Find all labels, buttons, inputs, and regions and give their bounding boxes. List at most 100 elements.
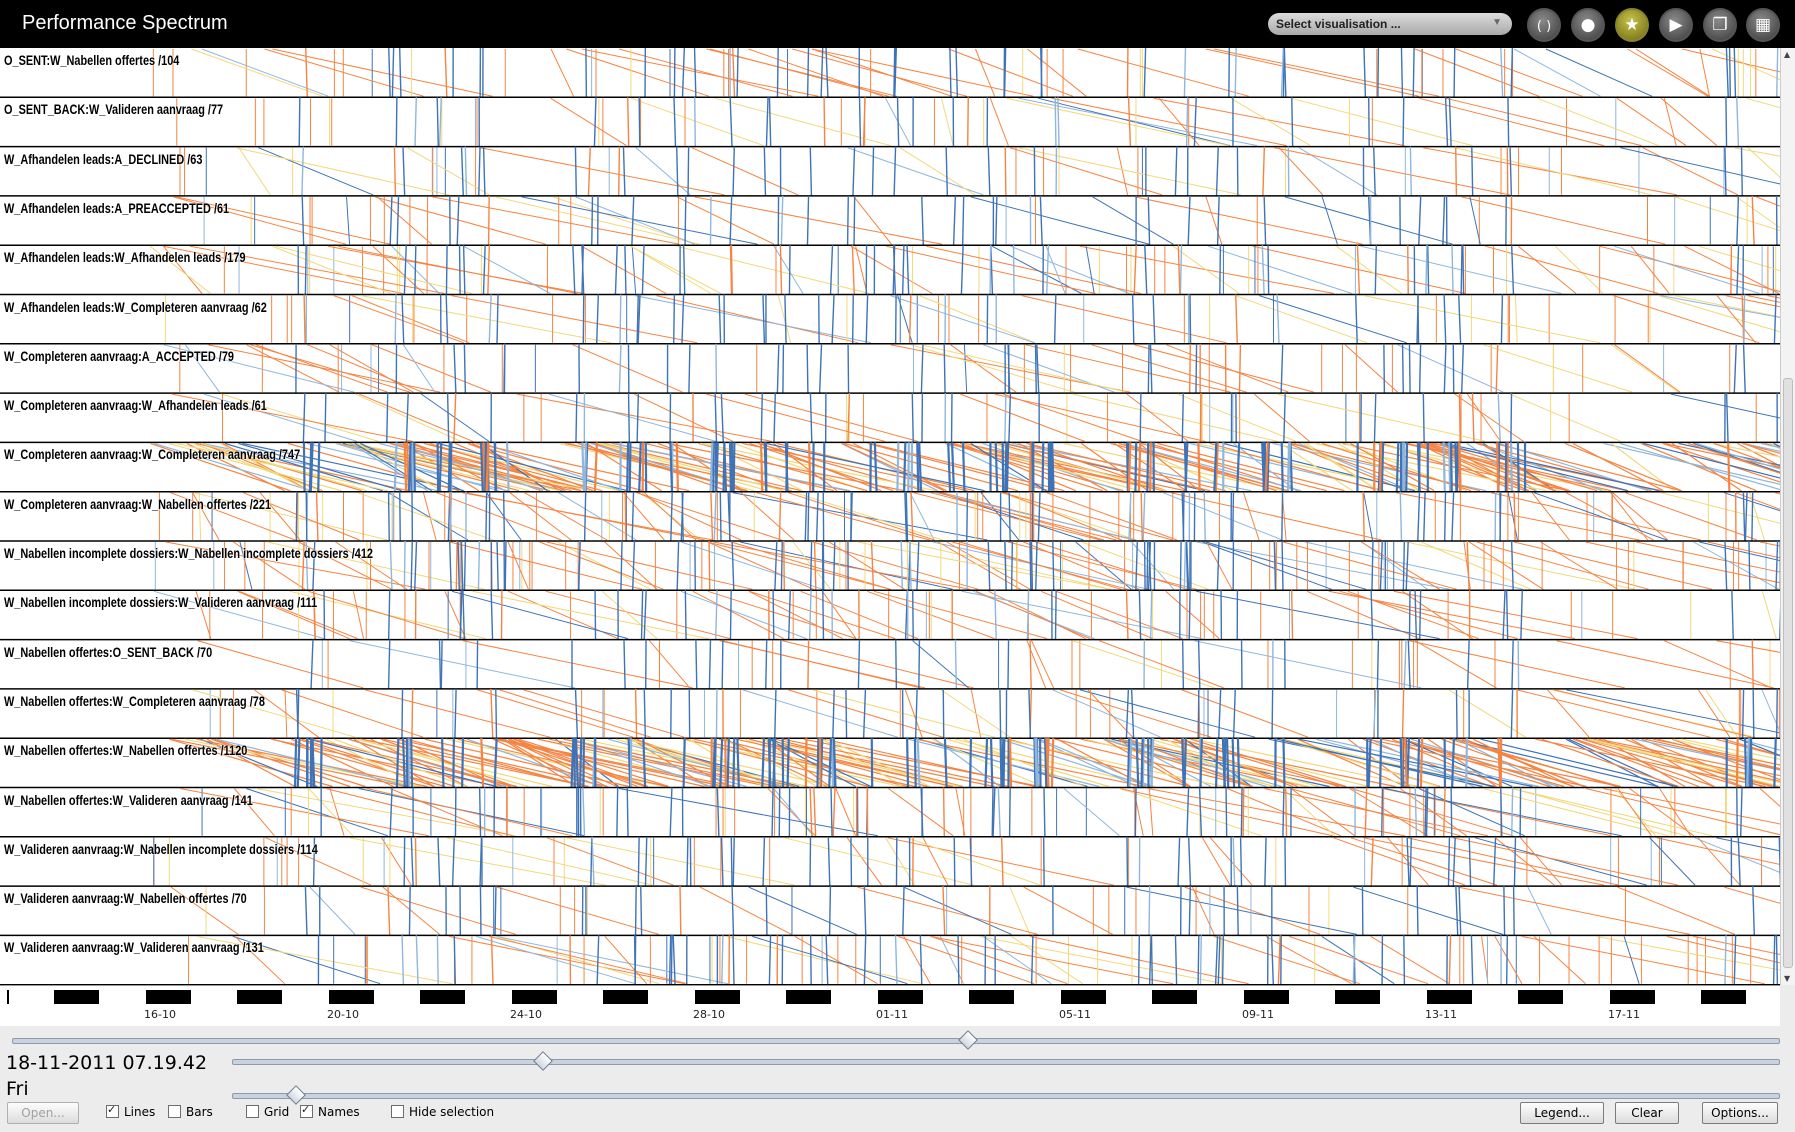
segment-row[interactable] [188, 935, 1780, 985]
hide-selection-checkbox[interactable]: Hide selection [391, 1104, 494, 1120]
segment-row[interactable] [173, 195, 1780, 246]
lines-checkbox-box[interactable] [106, 1102, 119, 1118]
segment-line [1405, 540, 1409, 591]
segment-line [1021, 295, 1227, 344]
segment-line [894, 935, 898, 985]
segment-line [192, 689, 356, 738]
scrollbar-thumb[interactable] [1783, 378, 1793, 968]
segment-line [461, 738, 465, 788]
scroll-up-icon[interactable]: ▲ [1784, 50, 1791, 59]
segment-line [1321, 196, 1338, 245]
segment-line [311, 738, 316, 788]
names-checkbox[interactable]: Names [300, 1102, 360, 1120]
star-button[interactable]: ★ [1615, 8, 1649, 42]
segment-row[interactable] [150, 442, 1780, 492]
segment-line [1141, 738, 1145, 788]
drop-button[interactable]: ● [1571, 8, 1605, 42]
segment-row[interactable] [153, 836, 1780, 887]
grid-button[interactable]: ▦ [1746, 8, 1780, 42]
segment-row[interactable] [179, 146, 1780, 196]
segment-row[interactable] [164, 294, 1780, 344]
segment-line [449, 491, 453, 542]
segment-line [732, 935, 735, 985]
segment-line [634, 886, 637, 936]
segment-line [1527, 886, 1552, 935]
segment-line [785, 442, 789, 492]
segment-line [1225, 787, 1228, 837]
segment-row[interactable] [153, 590, 1780, 640]
scroll-down-icon[interactable]: ▼ [1784, 974, 1791, 983]
segment-row[interactable] [154, 540, 1780, 591]
time-position-slider[interactable] [12, 1030, 1780, 1050]
segment-line [707, 541, 891, 590]
segment-line [679, 886, 682, 936]
segment-line [911, 590, 914, 640]
names-checkbox-box[interactable] [300, 1102, 313, 1118]
visualisation-select[interactable]: Select visualisation ... ▼ [1268, 13, 1512, 35]
segment-line [1219, 245, 1222, 295]
segment-line [913, 492, 1101, 541]
segment-line [920, 343, 924, 394]
bars-checkbox-box[interactable] [168, 1105, 181, 1118]
segment-line [1748, 738, 1752, 788]
segment-line [1028, 688, 1032, 739]
segment-line [853, 196, 892, 245]
segment-line [908, 294, 912, 344]
vertical-scrollbar[interactable]: ▲ ▼ [1780, 48, 1795, 985]
segment-line [566, 48, 710, 97]
hide-selection-checkbox-box[interactable] [391, 1105, 404, 1118]
segment-line [961, 195, 965, 246]
segment-line [176, 442, 388, 492]
segment-line [1775, 935, 1779, 985]
segment-line [1381, 787, 1384, 837]
segment-row[interactable] [192, 688, 1780, 739]
segment-line [1744, 491, 1748, 542]
segment-row[interactable] [179, 787, 1780, 837]
segment-row[interactable] [197, 639, 1780, 689]
segment-line [1409, 836, 1413, 887]
zoom-slider[interactable] [232, 1051, 1780, 1071]
segment-line [1733, 935, 1737, 985]
segment-line [1533, 936, 1586, 985]
bars-checkbox[interactable]: Bars [168, 1104, 213, 1120]
segment-line [572, 344, 683, 393]
refresh-button[interactable]: ( ) [1527, 8, 1561, 42]
segment-line [1280, 343, 1284, 394]
open-button[interactable]: Open... [7, 1102, 79, 1124]
segment-row[interactable] [176, 97, 1780, 147]
play-button[interactable]: ▶ [1659, 8, 1693, 42]
segment-line [681, 294, 685, 344]
segment-line [809, 393, 813, 443]
segment-line [1253, 393, 1310, 442]
segment-row[interactable] [163, 343, 1780, 394]
segment-line [1290, 788, 1356, 837]
performance-spectrum[interactable]: O_SENT:W_Nabellen offertes /104 O_SENT_BA… [0, 48, 1780, 985]
segment-line [1183, 48, 1187, 98]
options-button[interactable]: Options... [1702, 1102, 1778, 1124]
segment-line [752, 935, 908, 985]
segment-row[interactable] [158, 491, 1780, 542]
segment-line [401, 935, 405, 985]
clear-button[interactable]: Clear [1615, 1102, 1679, 1124]
lines-checkbox[interactable]: Lines [106, 1102, 155, 1120]
segment-row[interactable] [169, 738, 1780, 788]
segment-line [460, 146, 464, 196]
zoom-slider-thumb[interactable] [533, 1051, 554, 1071]
segment-line [594, 590, 597, 640]
segment-row[interactable] [170, 886, 1780, 936]
grid-checkbox-box[interactable] [246, 1105, 259, 1118]
segment-line [1461, 738, 1585, 788]
grid-checkbox[interactable]: Grid [246, 1104, 289, 1120]
time-position-slider-thumb[interactable] [957, 1030, 978, 1050]
segment-row[interactable] [149, 245, 1780, 295]
legend-button[interactable]: Legend... [1520, 1102, 1604, 1124]
segment-line [1402, 738, 1565, 788]
segment-row[interactable] [152, 48, 1780, 98]
copy-button[interactable]: ❐ [1703, 8, 1737, 42]
segment-line [1620, 147, 1780, 185]
segment-line [988, 590, 1086, 640]
segment-line [516, 393, 772, 442]
segment-row[interactable] [171, 393, 1780, 443]
segment-line [918, 639, 921, 689]
scale-slider[interactable] [232, 1085, 1780, 1105]
